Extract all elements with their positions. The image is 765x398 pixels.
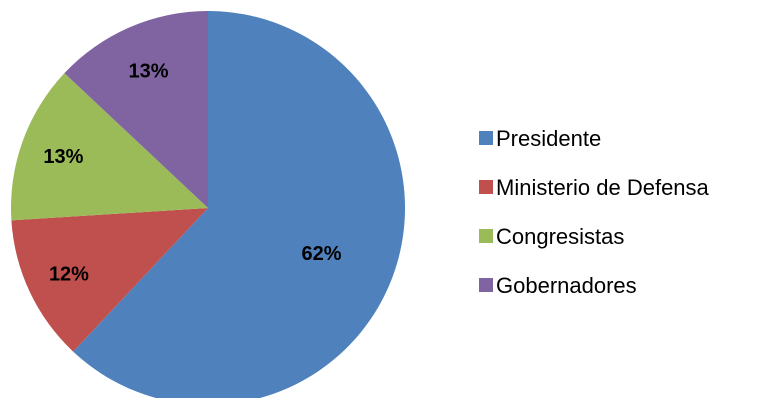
legend-label-presidente: Presidente (496, 126, 601, 151)
legend-swatch-gobernadores (479, 278, 493, 292)
pie-slice-gobernadores (64, 11, 208, 208)
legend-label-ministerio-de-defensa: Ministerio de Defensa (496, 175, 710, 200)
pie-slice-congresistas (11, 73, 208, 221)
legend-swatch-congresistas (479, 229, 493, 243)
slice-label-ministerio-de-defensa: 12% (49, 263, 89, 285)
legend-swatch-ministerio-de-defensa (479, 180, 493, 194)
legend-label-gobernadores: Gobernadores (496, 273, 637, 298)
legend-label-congresistas: Congresistas (496, 224, 624, 249)
slice-label-gobernadores: 13% (129, 61, 169, 83)
pie-slice-presidente (73, 11, 405, 398)
slice-label-presidente: 62% (302, 243, 342, 265)
legend: Presidente Ministerio de Defensa Congresis… (479, 126, 710, 298)
slice-label-congresistas: 13% (43, 146, 83, 168)
pie-slices (11, 11, 405, 398)
legend-swatch-presidente (479, 131, 493, 145)
pie-slice-ministerio-de-defensa (11, 208, 209, 352)
pie-slice-labels: 62% 12% 13% 13% (43, 61, 341, 286)
